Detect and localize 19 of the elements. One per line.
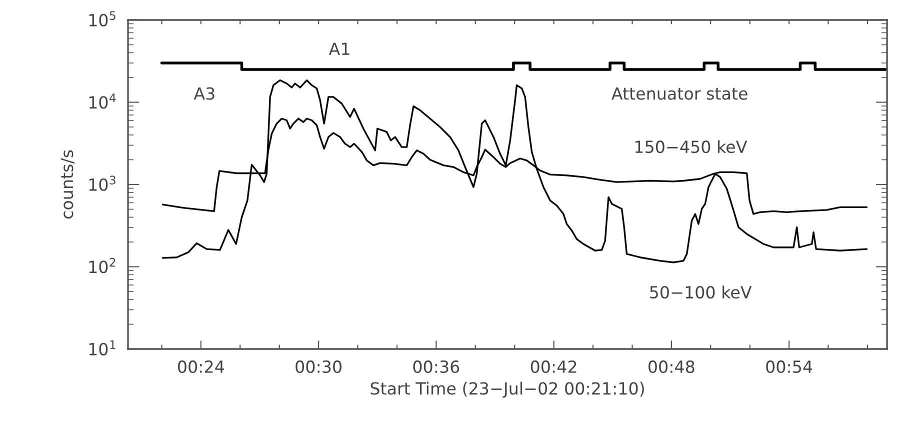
y-tick-label: 10$^{2}$ [89, 258, 116, 274]
x-axis-title: Start Time (23−Jul−02 00:21:10) [370, 382, 644, 398]
y-tick-label: 10$^{5}$ [89, 11, 116, 26]
x-tick-label: 00:42 [530, 360, 576, 374]
annotation: A1 [328, 42, 350, 55]
x-tick-label: 00:30 [296, 360, 342, 374]
y-tick-label: 10$^{1}$ [89, 340, 116, 356]
annotation: 50−100 keV [650, 286, 752, 299]
y-tick-label: 10$^{4}$ [89, 94, 116, 109]
x-tick-label: 00:36 [413, 360, 460, 374]
x-tick-label: 00:24 [178, 360, 224, 374]
line-series [162, 79, 868, 264]
annotation: A3 [194, 87, 214, 100]
annotation: 150−450 keV [635, 140, 748, 154]
y-axis-title: counts/s [60, 150, 75, 219]
x-tick-label: 00:54 [766, 360, 812, 374]
y-tick-label: 10$^{3}$ [89, 176, 116, 191]
x-tick-label: 00:48 [648, 360, 694, 374]
annotation: Attenuator state [612, 87, 748, 100]
